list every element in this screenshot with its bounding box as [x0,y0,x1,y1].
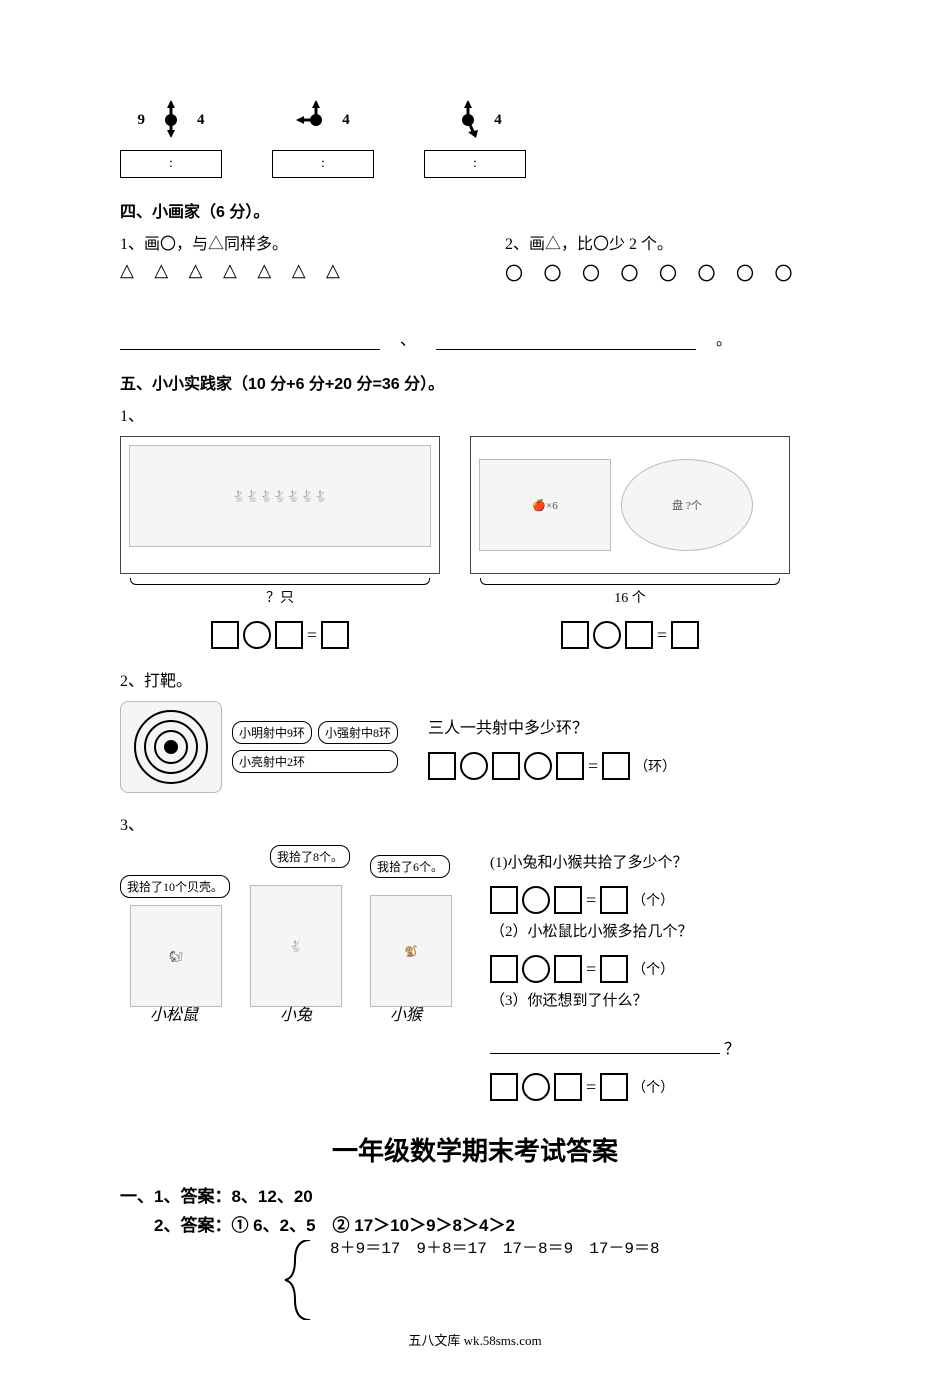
eq-box [554,955,582,983]
time-box-1: : [120,150,222,178]
q5-2-label: 2、打靶。 [120,667,830,691]
clock-icon [448,100,488,140]
clock-item-1: 9 4 : [120,100,222,178]
eq-box [490,955,518,983]
clock-label-4a: 4 [197,112,205,129]
q5-3-sub1: (1)小兔和小猴共拾了多少个？ [490,851,830,872]
ans-line-2: 2、答案：① 6、2、5 ② 17＞10＞9＞8＞4＞2 [120,1211,830,1236]
eq-box [428,752,456,780]
unit-ge2: （个） [632,959,674,979]
ans-line-1: 一、1、答案：8、12、20 [120,1182,830,1207]
eq-op [243,621,271,649]
answers-title: 一年级数学期末考试答案 [120,1131,830,1168]
eq-box [600,886,628,914]
clock-icon [296,100,336,140]
eq-box [600,1073,628,1101]
q4-1-text: 1、画〇，与△同样多。 [120,230,445,254]
clock-item-3: 4 : [424,100,526,178]
q5-3-sub2: （2）小松鼠比小猴多拾几个？ [490,920,830,941]
time-box-3: : [424,150,526,178]
ans-line-3: 8＋9＝17 9＋8＝17 17－8＝9 17－9＝8 [330,1234,660,1258]
eq-box [211,621,239,649]
brace-icon [280,1240,320,1320]
eq-box [490,1073,518,1101]
unit-ring: （环） [634,756,676,776]
eq-box [490,886,518,914]
circle-row: 〇 〇 〇 〇 〇 〇 〇 〇 [505,260,830,286]
period-mark: 。 [716,326,732,350]
eq-box [321,621,349,649]
answer-line-2 [436,330,696,350]
eq-box [554,886,582,914]
eq-box [671,621,699,649]
footer-text: 五八文库 wk.58sms.com [120,1330,830,1349]
eq-op [522,955,550,983]
plate-image: 盘 ?个 [621,459,753,551]
eq-box [275,621,303,649]
eq-op [460,752,488,780]
eq-box [556,752,584,780]
answer-line-1 [120,330,380,350]
section4-header: 四、小画家（6 分）。 [120,198,830,222]
q5-1-label: 1、 [120,402,830,426]
q4-2-text: 2、画△，比〇少 2 个。 [505,230,830,254]
q5-3-label: 3、 [120,811,830,835]
clock-icon [151,100,191,140]
eq-box [600,955,628,983]
apples-image: 🍎×6 [479,459,611,551]
monkey-image: 🐒 [370,895,452,1007]
target-image [120,701,222,793]
q5-1-left: 🐇🐇🐇🐇🐇🐇🐇 ？只 = [120,436,440,649]
name-monkey: 小猴 [390,1001,422,1025]
eq-box [492,752,520,780]
clock-label-4b: 4 [342,112,350,129]
speech-rabbit: 我拾了8个。 [270,845,350,868]
q5-1-right: 🍎×6 盘 ?个 16 个 = [470,436,790,649]
clock-item-2: 4 : [272,100,374,178]
q5-3-sub3: （3）你还想到了什么？ [490,989,830,1010]
eq-box [625,621,653,649]
free-answer-line [490,1034,720,1054]
unit-ge3: （个） [632,1077,674,1097]
eq-op [522,886,550,914]
squirrel-image: 🐿 [130,905,222,1007]
unit-ge: （个） [632,890,674,910]
eq-box [602,752,630,780]
eq-op [593,621,621,649]
eq-op [524,752,552,780]
name-squirrel: 小松鼠 [150,1001,198,1025]
name-rabbit: 小兔 [280,1001,312,1025]
q5-1-left-caption: ？只 [120,578,440,607]
rabbit-image: 🐇 [250,885,342,1007]
triangle-row: △ △ △ △ △ △ △ [120,260,445,281]
sep-mark: 、 [400,326,416,350]
q5-1-right-caption: 16 个 [470,578,790,607]
speech-squirrel: 我拾了10个贝壳。 [120,875,230,898]
section5-header: 五、小小实践家（10 分+6 分+20 分=36 分）。 [120,370,830,394]
eq-op [522,1073,550,1101]
speech-monkey: 我拾了6个。 [370,855,450,878]
time-box-2: : [272,150,374,178]
rabbits-image: 🐇🐇🐇🐇🐇🐇🐇 [129,445,431,547]
eq-box [554,1073,582,1101]
clock-row: 9 4 : 4 [120,100,830,178]
eq-box [561,621,589,649]
clock-label-9: 9 [138,112,146,129]
clock-label-4c: 4 [494,112,502,129]
q5-2-text: 三人一共射中多少环？ [428,714,676,738]
speech-liang: 小亮射中2环 [232,750,398,773]
speech-qiang: 小强射中8环 [318,721,398,744]
qmark: ？ [724,1041,740,1058]
speech-ming: 小明射中9环 [232,721,312,744]
